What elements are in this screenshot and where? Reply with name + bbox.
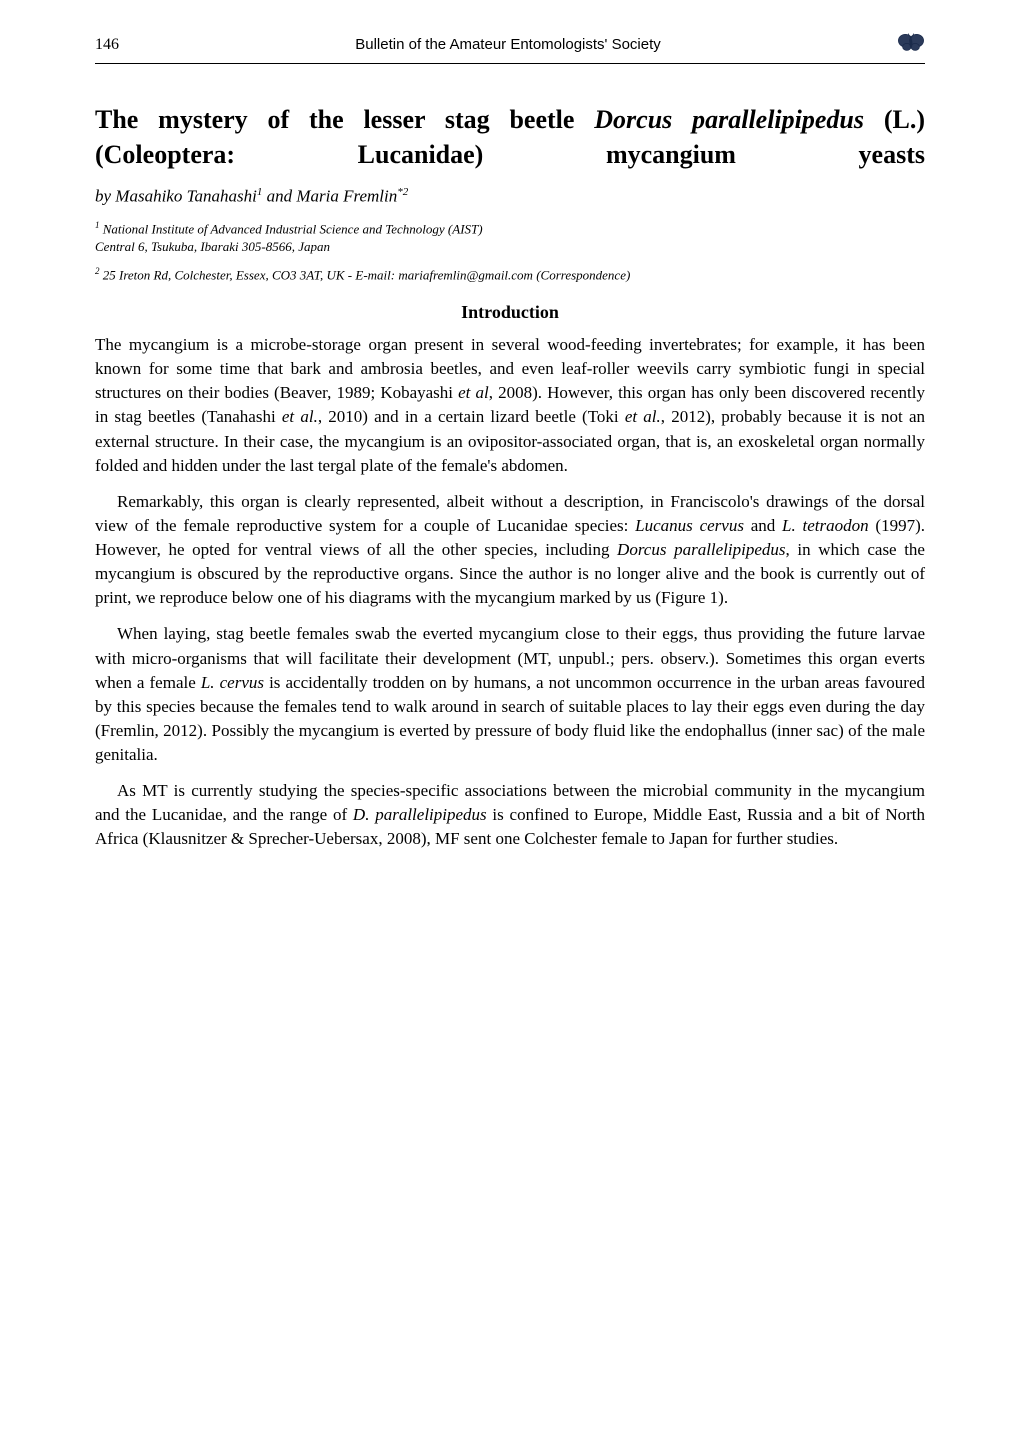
paragraph-1: The mycangium is a microbe-storage organ…	[95, 333, 925, 478]
section-heading-introduction: Introduction	[95, 302, 925, 323]
affiliation-2-line1: 25 Ireton Rd, Colchester, Essex, CO3 3AT…	[100, 267, 631, 282]
affiliation-1-line1: National Institute of Advanced Industria…	[100, 221, 483, 236]
affiliation-2: 2 25 Ireton Rd, Colchester, Essex, CO3 3…	[95, 265, 925, 285]
paragraph-2: Remarkably, this organ is clearly repres…	[95, 490, 925, 611]
p2-s3: and	[744, 516, 782, 535]
p2-s6: Dorcus parallelipipedus	[617, 540, 785, 559]
paragraph-4: As MT is currently studying the species-…	[95, 779, 925, 851]
author-mid: and Maria Fremlin	[262, 187, 397, 206]
p1-s2: et al	[458, 383, 489, 402]
affiliation-1: 1 National Institute of Advanced Industr…	[95, 219, 925, 257]
authors-line: by Masahiko Tanahashi1 and Maria Fremlin…	[95, 186, 925, 207]
author-prefix: by Masahiko Tanahashi	[95, 187, 257, 206]
article-title: The mystery of the lesser stag beetle Do…	[95, 102, 925, 172]
p4-s2: D. parallelipipedus	[353, 805, 487, 824]
running-title: Bulletin of the Amateur Entomologists' S…	[119, 36, 897, 53]
p1-s4: et al.	[282, 407, 318, 426]
title-species-italic: Dorcus parallelipipedus	[594, 105, 864, 134]
paragraph-3: When laying, stag beetle females swab th…	[95, 622, 925, 767]
page-number: 146	[95, 36, 119, 54]
running-header: 146 Bulletin of the Amateur Entomologist…	[95, 32, 925, 64]
p2-s2: Lucanus cervus	[635, 516, 744, 535]
title-text-1: The mystery of the lesser stag beetle	[95, 105, 594, 134]
author-sup-2: *2	[397, 186, 408, 198]
p2-s4: L. tetraodon	[782, 516, 869, 535]
p1-s5: , 2010) and in a certain lizard beetle (…	[318, 407, 625, 426]
p3-s2: L. cervus	[201, 673, 264, 692]
affiliation-1-line2: Central 6, Tsukuba, Ibaraki 305-8566, Ja…	[95, 239, 330, 254]
p1-s6: et al.	[625, 407, 661, 426]
butterfly-icon	[897, 32, 925, 57]
